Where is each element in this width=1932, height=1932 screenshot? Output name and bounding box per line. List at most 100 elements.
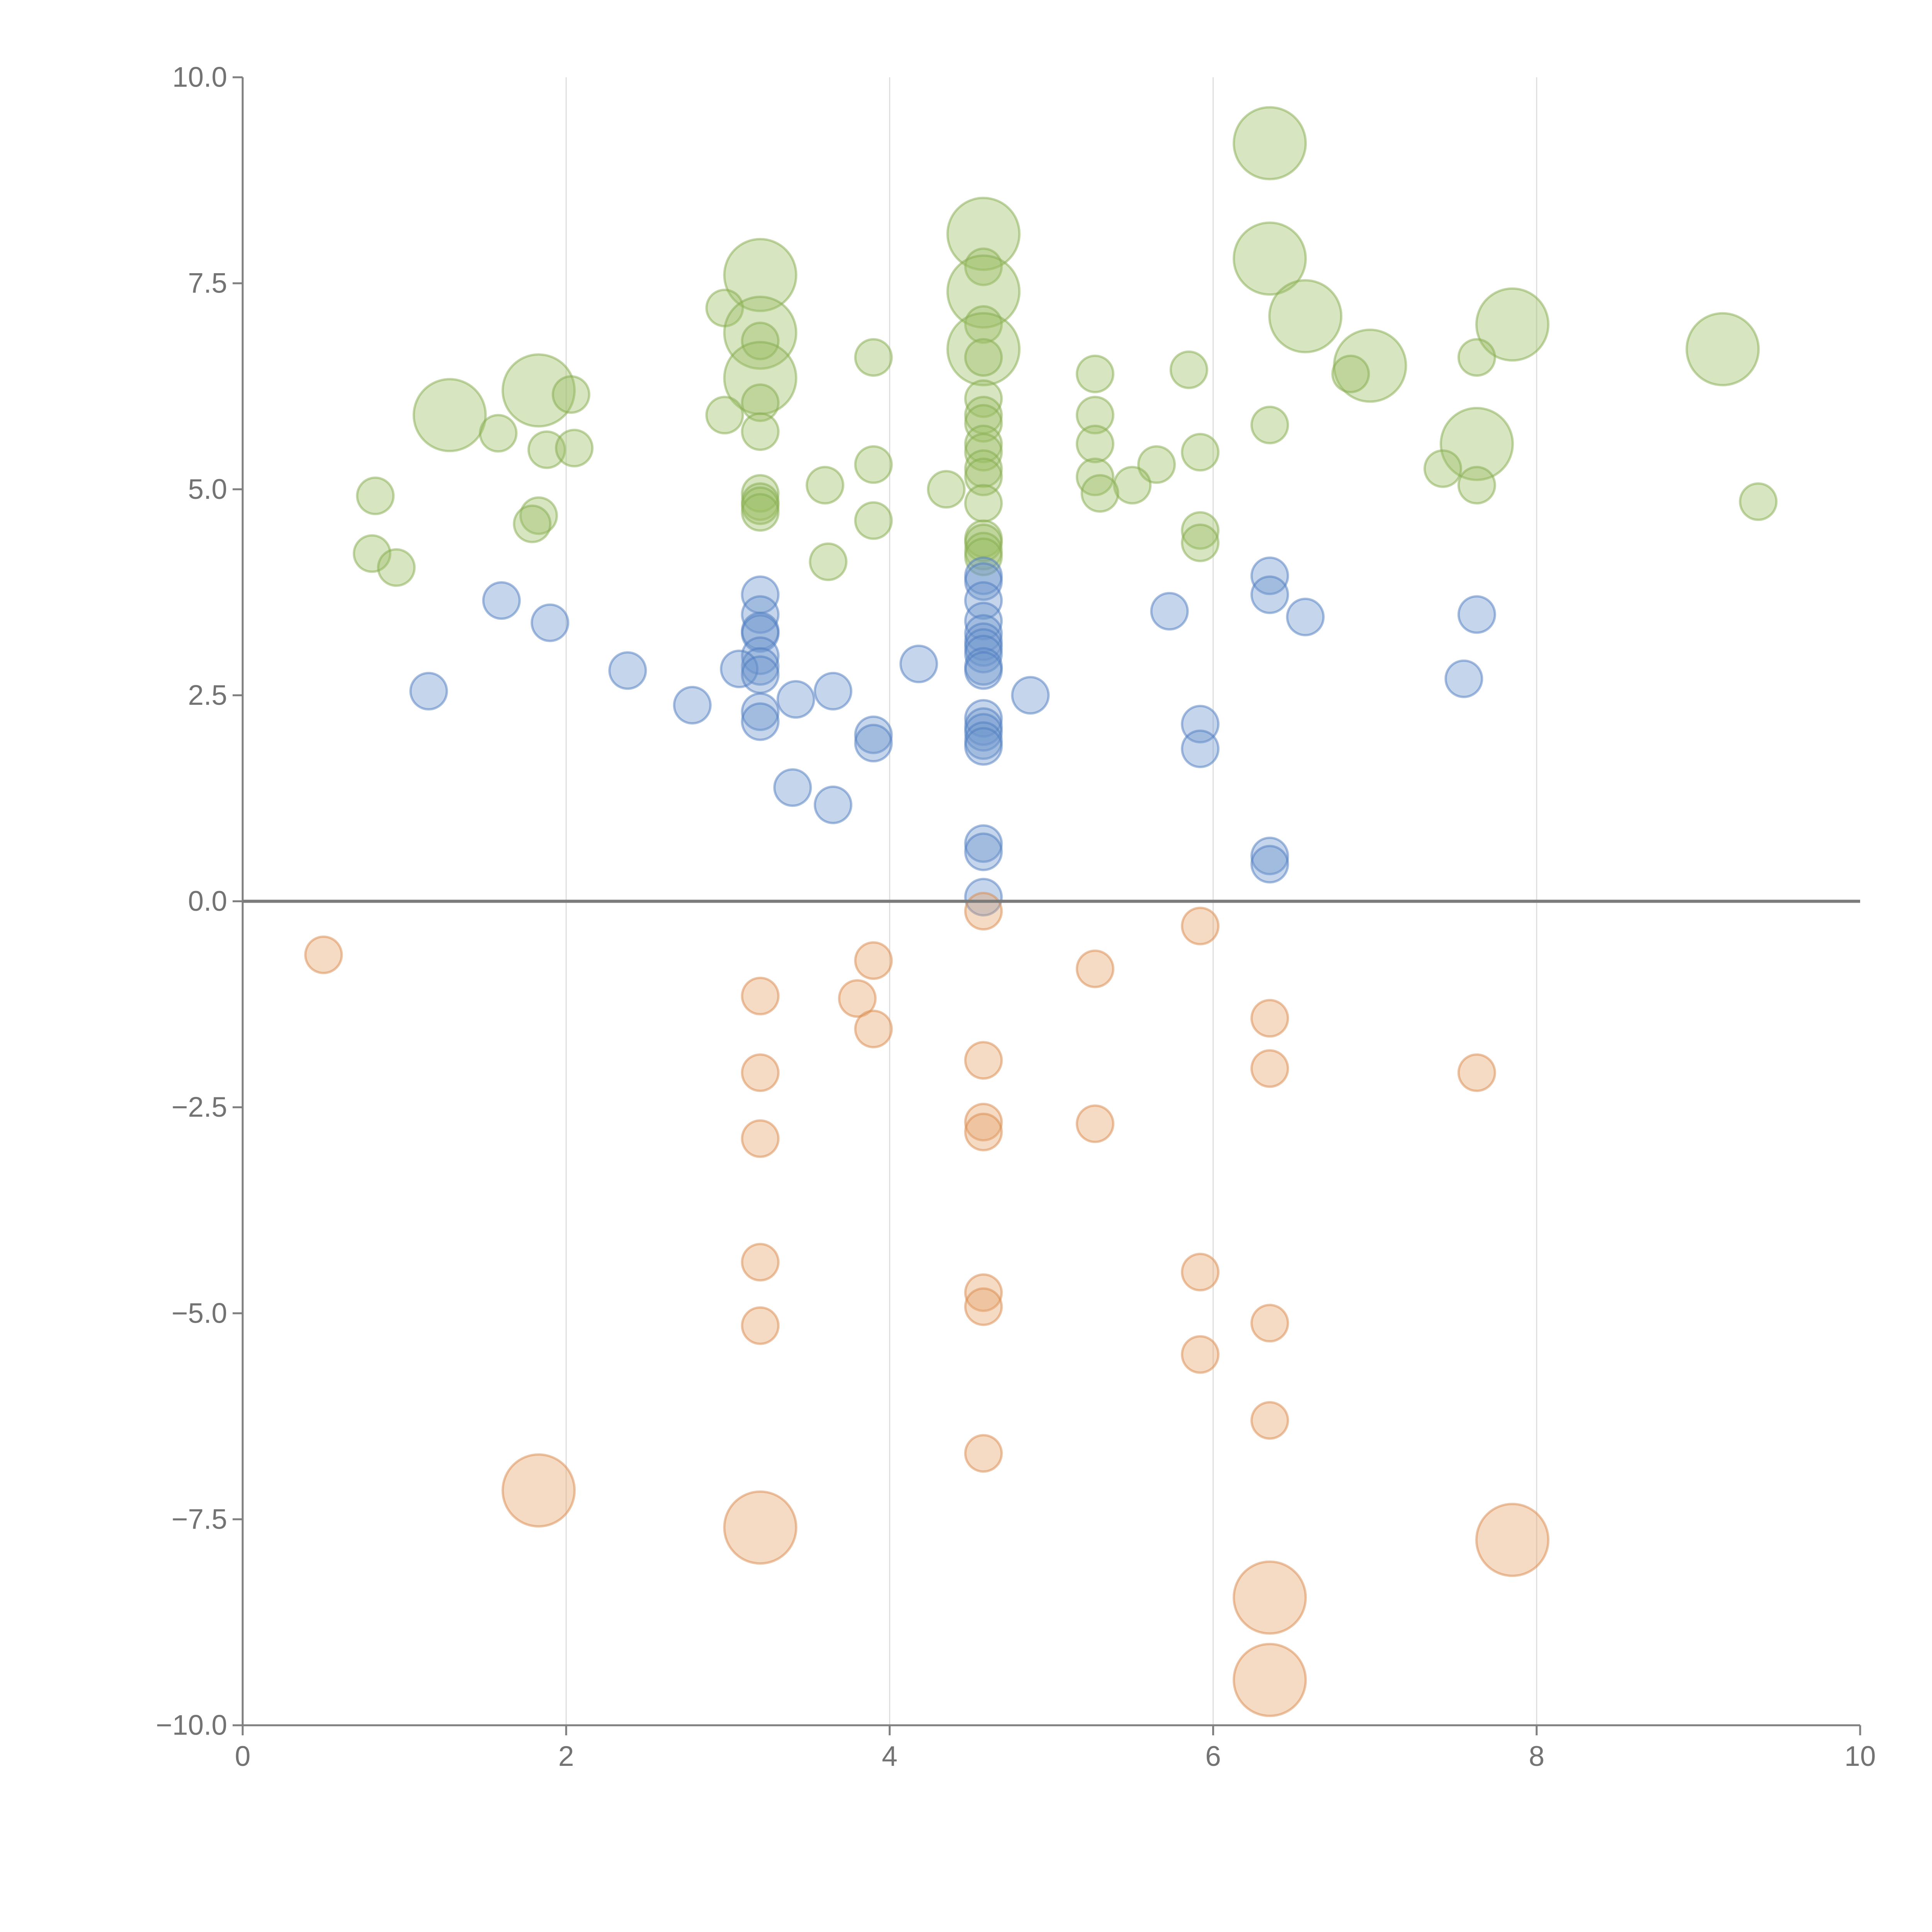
bubble-middle-46	[964, 824, 1003, 863]
bubble-upper-30	[964, 404, 1003, 443]
bubble-middle-34	[964, 699, 1003, 738]
bubble-lower-25	[964, 1434, 1003, 1473]
bubble-middle-35	[741, 702, 780, 741]
bubble-upper-0	[1233, 106, 1307, 180]
bubble-middle-21	[741, 647, 780, 686]
bubble-lower-24	[1250, 1401, 1289, 1440]
bubble-upper-61	[854, 501, 893, 540]
bubble-upper-56	[964, 484, 1003, 523]
bubble-upper-31	[1250, 405, 1289, 444]
bubble-lower-3	[854, 941, 893, 980]
bubble-upper-44	[964, 449, 1003, 488]
bubble-lower-2	[304, 935, 343, 975]
bubble-middle-47	[964, 832, 1003, 871]
bubble-middle-29	[813, 672, 852, 711]
y-tick-label: −5.0	[172, 1298, 227, 1329]
bubble-upper-14	[854, 338, 893, 377]
bubble-upper-45	[964, 457, 1003, 497]
bubble-upper-28	[1076, 396, 1114, 435]
bubble-lower-18	[1181, 1253, 1220, 1292]
x-tick-label: 0	[235, 1741, 251, 1772]
x-tick-label: 4	[882, 1741, 898, 1772]
bubble-middle-12	[531, 603, 570, 642]
bubble-lower-1	[1181, 906, 1220, 946]
bubble-upper-3	[723, 238, 798, 312]
bubble-upper-41	[854, 445, 893, 484]
bubble-lower-27	[723, 1490, 798, 1565]
bubble-lower-12	[1457, 1053, 1496, 1092]
bubble-upper-38	[555, 429, 594, 468]
bubble-middle-5	[482, 581, 521, 620]
bubble-upper-13	[1685, 312, 1760, 386]
bubble-middle-43	[1181, 730, 1220, 768]
bubble-middle-14	[741, 614, 780, 653]
bubble-middle-39	[854, 715, 893, 754]
bubble-upper-65	[1181, 523, 1220, 562]
bubble-upper-37	[527, 430, 566, 469]
bubble-upper-50	[927, 470, 966, 509]
bubble-middle-28	[409, 672, 448, 711]
bubble-upper-19	[1169, 350, 1208, 389]
bubble-lower-9	[964, 1041, 1003, 1080]
bubble-middle-49	[1250, 845, 1289, 884]
bubble-lower-11	[741, 1053, 780, 1092]
y-tick-label: 10.0	[172, 62, 227, 93]
bubble-upper-54	[356, 476, 395, 515]
bubble-middle-4	[1250, 575, 1289, 614]
bubble-upper-33	[479, 414, 518, 453]
tick-labels: −10.0 −7.5 −5.0 −2.5 0.0 2.5 5.0 7.5 10.0 0 2 4 6 8 10	[156, 62, 1876, 1772]
bubble-middle-11	[964, 602, 1003, 641]
bubble-middle-48	[1250, 837, 1289, 876]
bubble-middle-20	[899, 645, 938, 684]
bubble-lower-19	[964, 1273, 1003, 1312]
bubble-lower-8	[854, 1010, 893, 1048]
bubble-lower-17	[741, 1243, 780, 1282]
bubble-upper-43	[1423, 449, 1462, 488]
bubble-middle-7	[1150, 592, 1189, 631]
bubble-upper-1	[946, 197, 1021, 271]
bubble-middle-33	[741, 692, 780, 731]
bubble-lower-30	[1233, 1643, 1307, 1717]
bubble-lower-0	[964, 892, 1003, 931]
bubble-upper-64	[964, 523, 1003, 562]
bubble-middle-9	[1457, 595, 1496, 634]
y-tick-label: −7.5	[172, 1503, 227, 1535]
x-tick-label: 10	[1844, 1741, 1876, 1772]
bubble-lower-23	[1181, 1335, 1220, 1374]
bubble-middle-23	[964, 651, 1003, 690]
bubbles	[304, 106, 1778, 1717]
bubble-lower-20	[964, 1287, 1003, 1326]
bubble-upper-51	[1080, 474, 1119, 513]
y-tick-label: −10.0	[156, 1710, 227, 1741]
bubble-upper-70	[377, 548, 416, 587]
bubble-middle-27	[1444, 659, 1483, 698]
bubble-lower-28	[1475, 1503, 1549, 1577]
bubble-lower-6	[838, 979, 877, 1018]
bubble-upper-18	[1076, 354, 1114, 393]
y-tick-label: 7.5	[188, 268, 227, 299]
bubble-lower-4	[1076, 949, 1114, 988]
bubble-middle-26	[741, 655, 780, 694]
x-tick-label: 6	[1205, 1741, 1221, 1772]
bubble-upper-32	[741, 412, 780, 451]
bubble-middle-30	[1011, 676, 1050, 715]
x-tick-label: 2	[558, 1741, 574, 1772]
y-tick-label: 2.5	[188, 680, 227, 711]
bubble-middle-24	[608, 651, 647, 690]
bubble-lower-13	[964, 1103, 1003, 1141]
bubble-upper-2	[1233, 221, 1307, 296]
bubble-upper-23	[551, 375, 590, 414]
bubble-middle-6	[964, 581, 1003, 620]
bubble-middle-32	[673, 686, 712, 724]
bubble-upper-62	[1181, 511, 1220, 550]
bubble-upper-12	[946, 312, 1021, 386]
bubble-lower-14	[1076, 1104, 1114, 1143]
bubble-middle-10	[1286, 597, 1325, 636]
bubble-middle-18	[964, 634, 1003, 673]
bubble-middle-50	[964, 878, 1003, 917]
bubble-upper-69	[809, 542, 848, 581]
bubble-upper-9	[723, 296, 798, 370]
bubble-lower-7	[1250, 999, 1289, 1038]
